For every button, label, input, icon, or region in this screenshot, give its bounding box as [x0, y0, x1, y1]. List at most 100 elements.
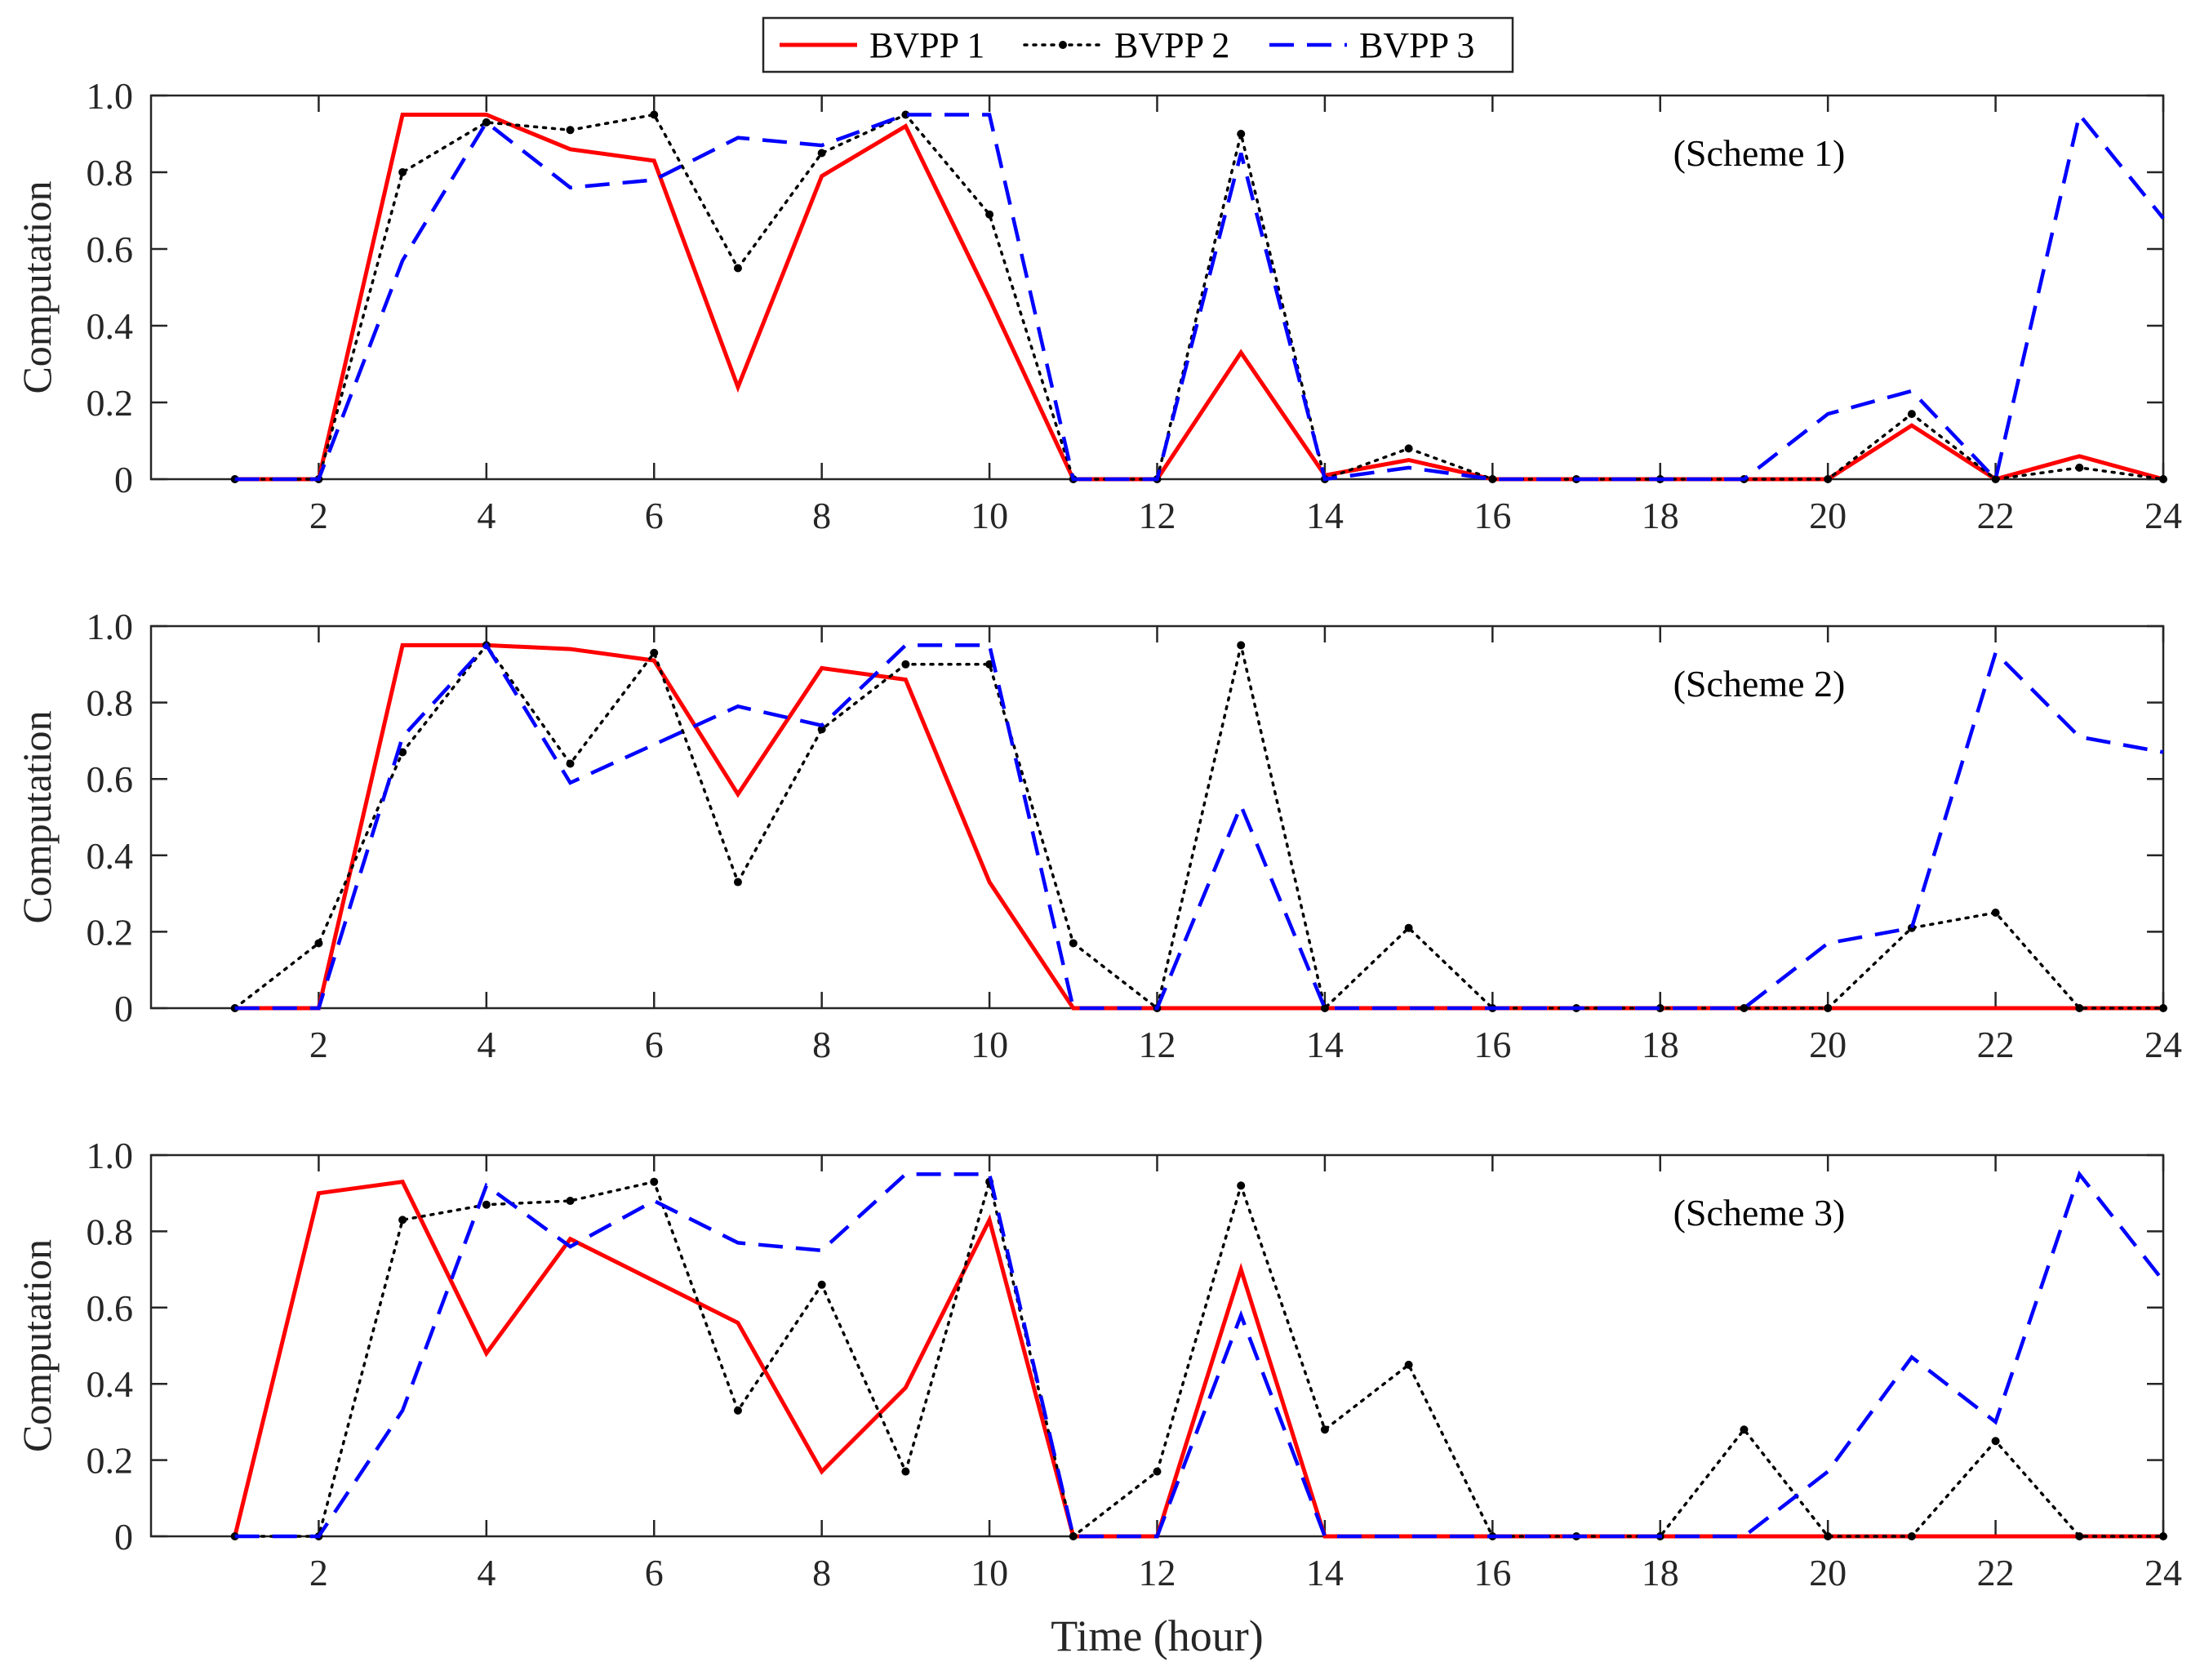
y-tick-label: 0.4	[87, 305, 134, 347]
data-point-bvpp-2	[1404, 1360, 1413, 1369]
y-tick-label: 0.4	[87, 835, 134, 877]
x-tick-label: 8	[812, 495, 831, 536]
data-point-bvpp-2	[1153, 1467, 1162, 1476]
x-tick-label: 22	[1977, 495, 2015, 536]
x-tick-label: 14	[1306, 495, 1344, 536]
y-tick-label: 1.0	[87, 606, 134, 647]
y-tick-label: 0.8	[87, 1211, 134, 1252]
data-point-bvpp-2	[2159, 475, 2167, 483]
x-tick-label: 2	[309, 1552, 328, 1593]
panel-title: (Scheme 3)	[1673, 1192, 1846, 1233]
x-tick-label: 12	[1139, 1024, 1176, 1065]
data-point-bvpp-2	[2159, 1004, 2167, 1012]
series-line-bvpp-1-panel-2	[234, 642, 2163, 1011]
y-tick-label: 0.2	[87, 1440, 134, 1482]
legend-label: BVPP 2	[1114, 25, 1229, 65]
data-point-bvpp-2	[985, 210, 994, 219]
data-point-bvpp-2	[733, 1406, 742, 1415]
data-point-bvpp-2	[1320, 1425, 1329, 1434]
x-tick-label: 20	[1809, 1552, 1847, 1593]
axes-box-panel-1	[149, 94, 2165, 481]
data-point-bvpp-2	[2075, 1532, 2084, 1540]
y-tick-label: 0	[114, 1516, 133, 1558]
data-point-bvpp-2	[1069, 939, 1078, 948]
x-tick-label: 24	[2144, 1024, 2182, 1065]
data-point-bvpp-2	[314, 939, 323, 948]
data-point-bvpp-2	[1237, 130, 1246, 138]
y-tick-label: 1.0	[87, 75, 134, 117]
x-tick-label: 16	[1473, 1552, 1511, 1593]
x-tick-label: 14	[1306, 1552, 1344, 1593]
series-line-bvpp-2-panel-1	[233, 113, 2165, 482]
y-tick-label: 0.6	[87, 229, 134, 270]
data-point-bvpp-2	[482, 1200, 491, 1209]
y-axis-label: Computation	[14, 180, 60, 393]
series-line-bvpp-2-panel-2	[233, 642, 2165, 1011]
data-point-bvpp-2	[1237, 1181, 1246, 1190]
data-point-bvpp-2	[1991, 1437, 2000, 1446]
data-point-bvpp-2	[650, 1177, 659, 1186]
y-tick-label: 0.6	[87, 758, 134, 800]
series-line-bvpp-1-panel-1	[234, 113, 2164, 482]
y-tick-label: 0.8	[87, 682, 134, 724]
data-point-bvpp-2	[1824, 475, 1833, 483]
series-line-bvpp-3-panel-1	[234, 110, 2165, 483]
y-tick-label: 1.0	[87, 1135, 134, 1176]
data-point-bvpp-2	[2075, 1004, 2084, 1012]
y-tick-label: 0.2	[87, 911, 134, 953]
y-tick-label: 0	[114, 459, 133, 500]
data-point-bvpp-2	[1907, 1532, 1916, 1540]
x-tick-label: 18	[1642, 1552, 1679, 1593]
x-tick-label: 10	[971, 1552, 1008, 1593]
x-tick-label: 6	[645, 1552, 664, 1593]
x-tick-label: 4	[477, 1552, 496, 1593]
data-point-bvpp-2	[901, 1467, 910, 1476]
series-line-bvpp-2-panel-3	[233, 1176, 2165, 1540]
x-tick-label: 8	[812, 1024, 831, 1065]
panel-title: (Scheme 2)	[1673, 663, 1846, 704]
data-point-bvpp-2	[650, 110, 659, 119]
x-tick-label: 10	[971, 495, 1008, 536]
axes-box-panel-3	[149, 1153, 2165, 1538]
data-point-bvpp-2	[817, 1280, 826, 1289]
data-point-bvpp-2	[566, 759, 575, 768]
y-axis-label: Computation	[14, 1239, 60, 1452]
data-point-bvpp-2	[817, 725, 826, 734]
x-axis-label: Time (hour)	[1051, 1611, 1264, 1660]
data-point-bvpp-2	[1991, 475, 2000, 483]
x-tick-label: 14	[1306, 1024, 1344, 1065]
x-tick-label: 16	[1473, 1024, 1511, 1065]
data-point-bvpp-2	[1656, 1004, 1664, 1012]
data-point-bvpp-2	[650, 648, 659, 657]
data-point-bvpp-2	[901, 110, 910, 119]
x-tick-label: 6	[645, 495, 664, 536]
x-tick-label: 2	[309, 1024, 328, 1065]
y-tick-label: 0.2	[87, 382, 134, 424]
y-axis-label: Computation	[14, 710, 60, 923]
x-tick-label: 24	[2144, 1552, 2182, 1593]
y-tick-label: 0	[114, 988, 133, 1029]
data-point-bvpp-2	[482, 118, 491, 127]
y-tick-label: 0.6	[87, 1287, 134, 1329]
legend-box	[762, 16, 1514, 73]
data-point-bvpp-2	[566, 126, 575, 135]
data-point-bvpp-2	[1320, 1004, 1329, 1012]
data-point-bvpp-2	[398, 168, 407, 176]
series-line-bvpp-3-panel-3	[234, 1170, 2165, 1539]
x-tick-label: 12	[1139, 1552, 1176, 1593]
data-point-bvpp-2	[1740, 1425, 1749, 1434]
data-point-bvpp-2	[1237, 641, 1246, 650]
x-tick-label: 18	[1642, 1024, 1679, 1065]
data-point-bvpp-2	[1907, 410, 1916, 419]
x-tick-label: 12	[1139, 495, 1176, 536]
data-point-bvpp-2	[2159, 1532, 2167, 1540]
x-tick-label: 22	[1977, 1552, 2015, 1593]
data-point-bvpp-2	[985, 660, 994, 669]
data-point-bvpp-2	[2075, 463, 2084, 472]
data-point-bvpp-2	[1488, 475, 1497, 483]
legend-marker	[1059, 41, 1067, 49]
data-point-bvpp-2	[733, 264, 742, 273]
x-tick-label: 6	[645, 1024, 664, 1065]
